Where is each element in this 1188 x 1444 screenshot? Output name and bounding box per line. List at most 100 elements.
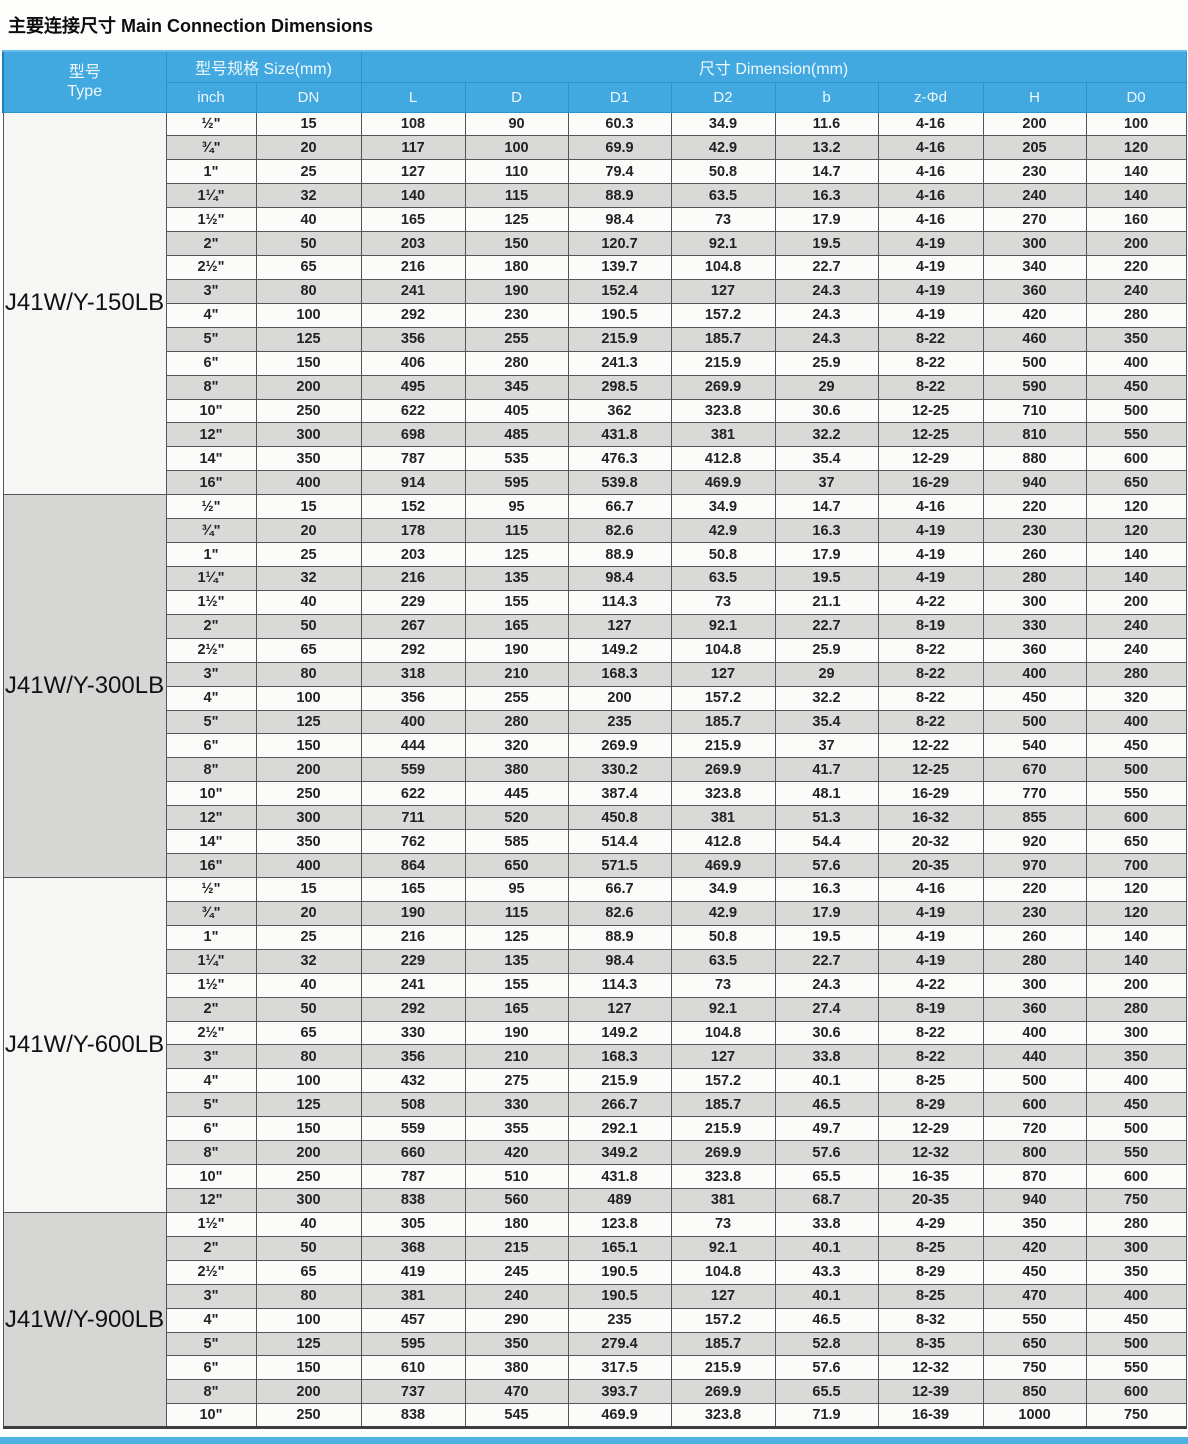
cell-b: 22.7 (774, 255, 879, 280)
cell-h: 230 (982, 159, 1087, 185)
table-row: 6" 150 406 280 241.3 215.9 25.9 8-22 500 400 (3, 350, 1187, 376)
cell-d: 510 (464, 1164, 569, 1189)
cell-d: 155 (464, 589, 569, 615)
cell-d0: 240 (1085, 613, 1187, 639)
cell-d2: 412.8 (670, 446, 776, 472)
cell-d1: 362 (567, 398, 672, 424)
cell-d1: 235 (567, 1307, 672, 1333)
column-header-h: H (982, 81, 1087, 113)
cell-h: 420 (982, 302, 1087, 328)
cell-dn: 65 (255, 255, 362, 280)
cell-l: 241 (360, 278, 466, 304)
cell-d: 380 (464, 757, 569, 783)
cell-d: 355 (464, 1116, 569, 1142)
cell-b: 25.9 (774, 637, 879, 663)
cell-b: 27.4 (774, 996, 879, 1022)
cell-d1: 235 (567, 709, 672, 735)
cell-inch: 2½" (165, 1259, 257, 1285)
table-row: 6" 150 610 380 317.5 215.9 57.6 12-32 750 550 (3, 1355, 1187, 1381)
cell-d: 110 (464, 159, 569, 185)
cell-d1: 88.9 (567, 924, 672, 950)
cell-dn: 150 (255, 733, 362, 759)
cell-zd: 4-16 (877, 877, 984, 902)
header-dimension-group: 尺寸 Dimension(mm) (360, 50, 1187, 83)
cell-zd: 12-32 (877, 1140, 984, 1166)
cell-d1: 200 (567, 685, 672, 711)
cell-d0: 240 (1085, 637, 1187, 663)
type-group-label: J41W/Y-900LB (2, 1211, 167, 1429)
cell-d1: 149.2 (567, 1020, 672, 1046)
cell-h: 540 (982, 733, 1087, 759)
cell-d0: 400 (1085, 1068, 1187, 1094)
cell-inch: 12" (165, 422, 257, 448)
cell-l: 108 (360, 111, 466, 137)
cell-d1: 127 (567, 613, 672, 639)
cell-inch: 4" (165, 685, 257, 711)
cell-h: 360 (982, 278, 1087, 304)
cell-d: 245 (464, 1259, 569, 1285)
cell-d: 115 (464, 900, 569, 926)
cell-dn: 400 (255, 853, 362, 878)
cell-inch: 3" (165, 1283, 257, 1309)
cell-d2: 92.1 (670, 996, 776, 1022)
cell-b: 14.7 (774, 159, 879, 185)
table-row: 10" 250 838 545 469.9 323.8 71.9 16-39 1000 750 (3, 1403, 1187, 1429)
cell-inch: 10" (165, 1403, 257, 1429)
cell-d: 210 (464, 661, 569, 687)
cell-d: 595 (464, 470, 569, 496)
cell-d2: 50.8 (670, 542, 776, 568)
cell-zd: 8-29 (877, 1092, 984, 1118)
header-type-en: Type (67, 82, 103, 100)
cell-b: 17.9 (774, 900, 879, 926)
cell-inch: 2" (165, 231, 257, 257)
cell-l: 406 (360, 350, 466, 376)
cell-d0: 500 (1085, 1331, 1187, 1357)
cell-zd: 12-25 (877, 422, 984, 448)
cell-dn: 20 (255, 900, 362, 926)
cell-dn: 125 (255, 1331, 362, 1357)
cell-h: 880 (982, 446, 1087, 472)
table-row: 6" 150 444 320 269.9 215.9 37 12-22 540 450 (3, 733, 1187, 759)
cell-dn: 80 (255, 1283, 362, 1309)
cell-h: 340 (982, 255, 1087, 280)
cell-b: 57.6 (774, 853, 879, 878)
cell-h: 400 (982, 1020, 1087, 1046)
table-row: 4" 100 432 275 215.9 157.2 40.1 8-25 500 400 (3, 1068, 1187, 1094)
cell-h: 220 (982, 877, 1087, 902)
cell-b: 48.1 (774, 781, 879, 807)
cell-zd: 4-22 (877, 972, 984, 998)
cell-l: 419 (360, 1259, 466, 1285)
cell-dn: 125 (255, 709, 362, 735)
cell-dn: 32 (255, 183, 362, 209)
cell-dn: 25 (255, 159, 362, 185)
header-row-columns: inch DN L D D1 D2 b z-Φd H D0 (3, 81, 1187, 113)
table-row: 8" 200 495 345 298.5 269.9 29 8-22 590 450 (3, 374, 1187, 400)
table-row: J41W/Y-300LB ½" 15 152 95 66.7 34.9 14.7 4-16 220… (2, 494, 1187, 878)
cell-d2: 469.9 (670, 470, 776, 496)
cell-d0: 450 (1085, 733, 1187, 759)
cell-b: 21.1 (774, 589, 879, 615)
cell-d2: 381 (670, 805, 776, 831)
table-row: 2½" 65 216 180 139.7 104.8 22.7 4-19 340 220 (3, 255, 1187, 280)
cell-l: 292 (360, 996, 466, 1022)
cell-dn: 100 (255, 1068, 362, 1094)
cell-d1: 168.3 (567, 661, 672, 687)
cell-d2: 127 (670, 661, 776, 687)
cell-inch: 2½" (165, 1020, 257, 1046)
cell-d1: 431.8 (567, 1164, 672, 1189)
cell-b: 49.7 (774, 1116, 879, 1142)
table-row: 8" 200 559 380 330.2 269.9 41.7 12-25 670 500 (3, 757, 1187, 783)
cell-d: 165 (464, 996, 569, 1022)
cell-b: 25.9 (774, 350, 879, 376)
cell-dn: 400 (255, 470, 362, 496)
cell-d: 190 (464, 637, 569, 663)
cell-l: 330 (360, 1020, 466, 1046)
cell-dn: 25 (255, 542, 362, 568)
table-row: 1¼" 32 216 135 98.4 63.5 19.5 4-19 280 140 (3, 566, 1187, 591)
cell-l: 622 (360, 781, 466, 807)
cell-zd: 8-22 (877, 685, 984, 711)
cell-dn: 300 (255, 805, 362, 831)
cell-d: 150 (464, 231, 569, 257)
cell-d1: 431.8 (567, 422, 672, 448)
cell-d2: 215.9 (670, 733, 776, 759)
